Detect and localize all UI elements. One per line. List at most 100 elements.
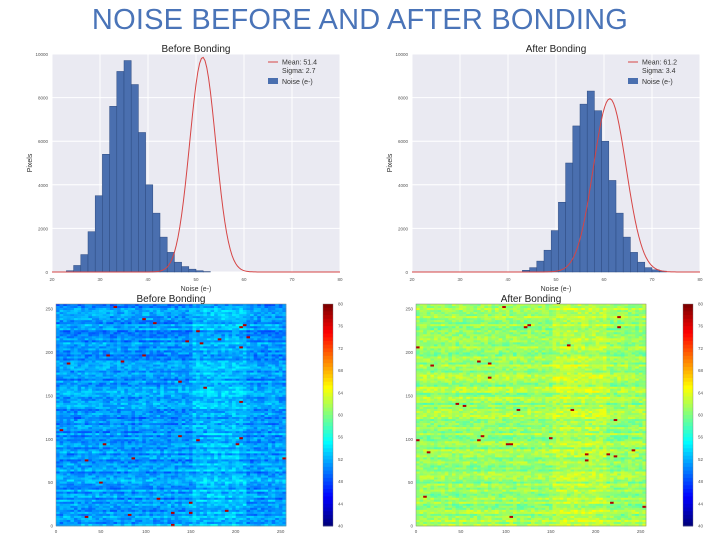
histogram-bar xyxy=(102,154,110,273)
y-tick-label: 150 xyxy=(405,393,413,398)
y-tick-label: 0 xyxy=(50,524,53,529)
y-tick-label: 100 xyxy=(405,437,413,442)
noise-map-before-panel: 0 50 100 150 200 250 0 50 100 150 200 250 Before Bon… xyxy=(45,294,344,534)
colorbar-tick-label: 76 xyxy=(698,324,704,329)
histogram-bar xyxy=(550,230,559,273)
histogram-bar xyxy=(80,254,89,273)
histogram-before-panel: 0 2000 4000 6000 8000 10000 20 30 40 50 60 70 80 Befo… xyxy=(27,44,343,293)
legend-bar-swatch xyxy=(268,78,278,84)
y-tick-label: 6000 xyxy=(38,139,49,144)
histogram-after-panel: 0 2000 4000 6000 8000 10000 20 30 40 50 60 70 80 Afte… xyxy=(387,44,703,293)
histogram-bar xyxy=(543,249,552,273)
histogram-bar xyxy=(565,162,574,273)
x-tick-label: 80 xyxy=(337,277,343,282)
histogram-bar xyxy=(181,266,190,273)
histogram-bar xyxy=(579,103,588,273)
histogram-bar xyxy=(644,267,653,273)
legend-noise: Noise (e-) xyxy=(642,79,673,86)
chart-title: Before Bonding xyxy=(162,44,231,55)
x-tick-label: 60 xyxy=(601,277,607,282)
y-tick-label: 2000 xyxy=(398,226,409,231)
histogram-bar xyxy=(94,195,103,273)
colorbar-tick-label: 64 xyxy=(698,390,704,395)
x-tick-label: 40 xyxy=(145,277,151,282)
colorbar-tick-label: 56 xyxy=(698,435,704,440)
histogram-bar xyxy=(73,265,82,273)
histogram-bar xyxy=(558,201,566,273)
x-tick-label: 250 xyxy=(277,529,285,534)
colorbar-tick-label: 52 xyxy=(338,457,344,462)
histogram-bar xyxy=(152,212,161,273)
y-tick-label: 0 xyxy=(405,270,408,275)
noise-map-after-panel: 0 50 100 150 200 250 0 50 100 150 200 250 After Bond… xyxy=(405,294,704,534)
y-tick-label: 4000 xyxy=(38,183,49,188)
histogram-bar xyxy=(608,180,617,273)
histogram-bar xyxy=(195,270,204,273)
legend-sigma: Sigma: 2.7 xyxy=(282,68,316,75)
x-tick-label: 100 xyxy=(142,529,150,534)
colorbar xyxy=(323,304,333,527)
histogram-bar xyxy=(615,212,624,273)
y-tick-label: 10000 xyxy=(35,52,48,57)
map-frame xyxy=(55,303,287,527)
y-tick-label: 6000 xyxy=(398,139,409,144)
x-tick-label: 0 xyxy=(55,529,58,534)
chart-title: After Bonding xyxy=(501,294,562,305)
legend-mean: Mean: 61.2 xyxy=(642,60,677,67)
x-tick-label: 50 xyxy=(193,277,199,282)
x-tick-label: 40 xyxy=(505,277,511,282)
histogram-bar xyxy=(529,267,538,273)
colorbar-frame xyxy=(322,303,334,527)
y-tick-label: 250 xyxy=(405,307,413,312)
chart-title: After Bonding xyxy=(526,44,587,55)
noise-map-image xyxy=(56,304,287,527)
x-tick-label: 200 xyxy=(592,529,600,534)
x-axis-label: Noise (e-) xyxy=(541,286,572,293)
y-tick-label: 50 xyxy=(408,480,414,485)
y-tick-label: 8000 xyxy=(398,96,409,101)
x-tick-label: 20 xyxy=(409,277,415,282)
histogram-bar xyxy=(630,252,638,273)
slide-title: NOISE BEFORE AND AFTER BONDING xyxy=(91,4,629,36)
x-tick-label: 150 xyxy=(187,529,195,534)
y-tick-label: 150 xyxy=(45,393,53,398)
histogram-bar xyxy=(188,268,197,273)
histogram-bar xyxy=(123,60,132,273)
colorbar-tick-label: 60 xyxy=(338,413,344,418)
x-tick-label: 80 xyxy=(697,277,703,282)
gaussian-fit-line xyxy=(52,56,340,273)
x-tick-label: 60 xyxy=(241,277,247,282)
y-tick-label: 10000 xyxy=(395,52,408,57)
histogram-bar xyxy=(622,236,631,273)
x-tick-label: 200 xyxy=(232,529,240,534)
x-tick-label: 100 xyxy=(502,529,510,534)
x-tick-label: 30 xyxy=(457,277,463,282)
colorbar-tick-label: 44 xyxy=(338,501,344,506)
colorbar-tick-label: 80 xyxy=(698,302,704,307)
colorbar-tick-label: 80 xyxy=(338,302,344,307)
x-tick-label: 20 xyxy=(49,277,55,282)
y-tick-label: 250 xyxy=(45,307,53,312)
legend-noise: Noise (e-) xyxy=(282,79,313,86)
x-tick-label: 0 xyxy=(415,529,418,534)
colorbar-tick-label: 40 xyxy=(338,524,344,529)
colorbar-tick-label: 48 xyxy=(338,479,344,484)
x-tick-label: 50 xyxy=(458,529,464,534)
legend-sigma: Sigma: 3.4 xyxy=(642,68,676,75)
histogram-bar xyxy=(138,132,146,273)
x-tick-label: 70 xyxy=(289,277,295,282)
y-tick-label: 200 xyxy=(405,350,413,355)
histogram-bar xyxy=(601,140,610,273)
y-tick-label: 200 xyxy=(45,350,53,355)
x-axis-label: Noise (e-) xyxy=(181,286,212,293)
noise-map-image xyxy=(416,304,647,527)
histogram-bar xyxy=(159,236,168,273)
histogram-bar xyxy=(109,106,118,273)
colorbar-tick-label: 40 xyxy=(698,524,704,529)
colorbar xyxy=(683,304,693,527)
y-tick-label: 50 xyxy=(48,480,54,485)
histogram-bar xyxy=(87,231,96,273)
histogram-bar xyxy=(637,261,646,273)
colorbar-tick-label: 72 xyxy=(338,346,344,351)
colorbar-tick-label: 76 xyxy=(338,324,344,329)
